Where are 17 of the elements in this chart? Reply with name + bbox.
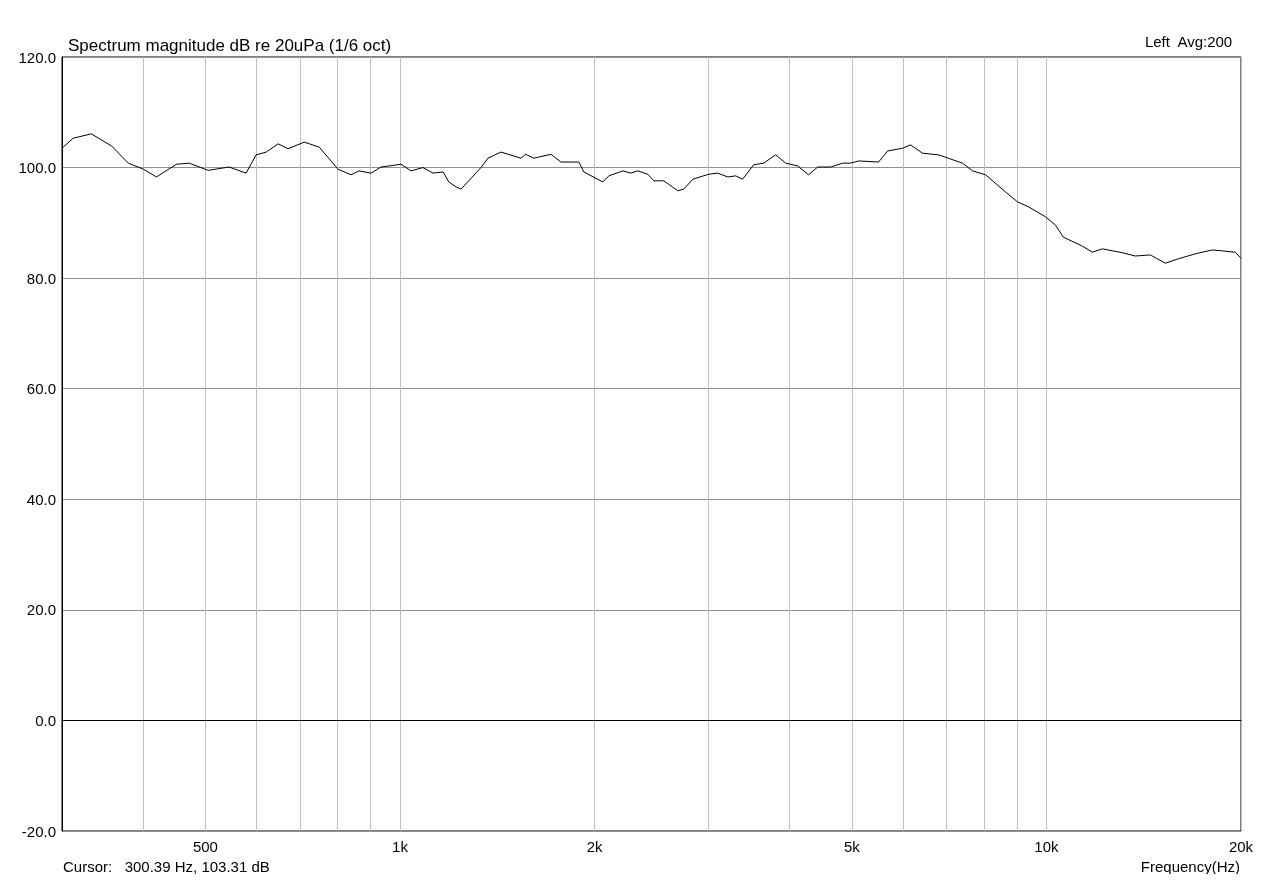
text: Left Avg:200 [1144,33,1233,50]
x-tick-label: 5k [843,838,861,855]
y-tick-label: 100.0 [18,159,56,177]
chart-title: Spectrum magnitude dB re 20uPa (1/6 oct) [68,36,392,55]
y-tick-label: 20.0 [26,601,56,619]
y-tick-label: 80.0 [26,269,56,287]
y-tick-label: 40.0 [26,490,56,508]
x-tick-label: 1k [392,838,409,855]
y-tick-label: 0.0 [35,711,56,729]
x-tick-label: 10k [1034,838,1059,855]
y-tick-label: 60.0 [26,380,56,398]
x-tick-label: 20k [1228,838,1254,855]
x-tick-label: 2k [586,838,604,855]
y-tick-label: -20.0 [21,822,56,840]
x-tick-label: 500 [192,838,218,855]
y-tick-label: 120.0 [18,48,56,66]
text: Cursor: 300.39 Hz, 103.31 dB [63,858,270,875]
